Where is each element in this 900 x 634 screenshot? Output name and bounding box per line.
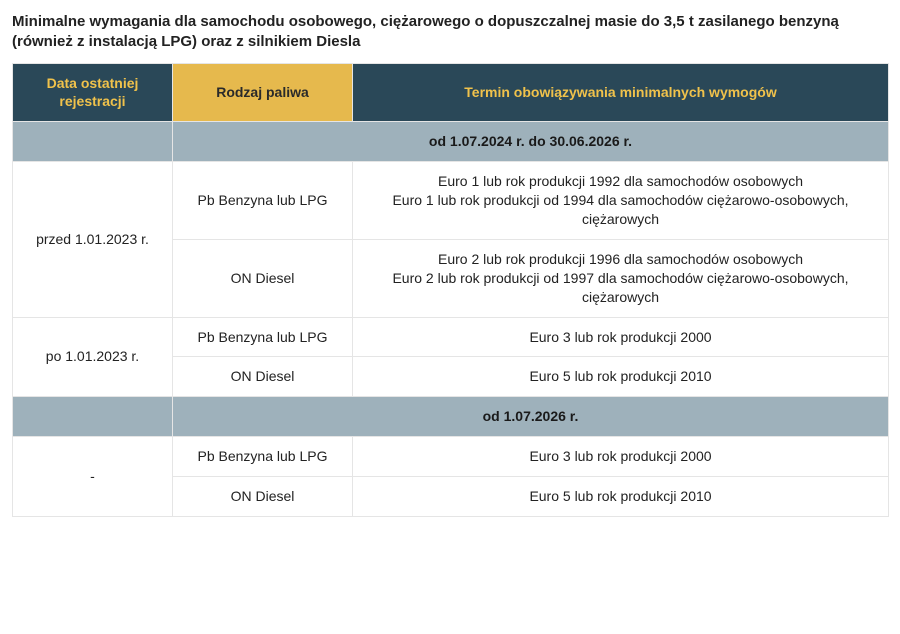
col-header-term: Termin obowiązywania minimalnych wymogów [353,63,889,122]
fuel-cell: Pb Benzyna lub LPG [173,437,353,477]
fuel-cell: ON Diesel [173,477,353,517]
table-row: -Pb Benzyna lub LPGEuro 3 lub rok produk… [13,437,889,477]
page-title: Minimalne wymagania dla samochodu osobow… [12,12,888,53]
requirements-table: Data ostatniej rejestracji Rodzaj paliwa… [12,63,889,517]
table-body: od 1.07.2024 r. do 30.06.2026 r.przed 1.… [13,122,889,517]
col-header-fuel: Rodzaj paliwa [173,63,353,122]
registration-cell: - [13,437,173,517]
requirement-cell: Euro 5 lub rok produkcji 2010 [353,477,889,517]
requirement-cell: Euro 2 lub rok produkcji 1996 dla samoch… [353,239,889,317]
period-label: od 1.07.2026 r. [173,397,889,437]
requirement-cell: Euro 5 lub rok produkcji 2010 [353,357,889,397]
registration-cell: przed 1.01.2023 r. [13,162,173,317]
registration-cell: po 1.01.2023 r. [13,317,173,397]
requirement-cell: Euro 1 lub rok produkcji 1992 dla samoch… [353,162,889,240]
col-header-registration: Data ostatniej rejestracji [13,63,173,122]
requirement-cell: Euro 3 lub rok produkcji 2000 [353,317,889,357]
fuel-cell: Pb Benzyna lub LPG [173,317,353,357]
fuel-cell: Pb Benzyna lub LPG [173,162,353,240]
period-band-row: od 1.07.2024 r. do 30.06.2026 r. [13,122,889,162]
table-row: po 1.01.2023 r.Pb Benzyna lub LPGEuro 3 … [13,317,889,357]
requirement-cell: Euro 3 lub rok produkcji 2000 [353,437,889,477]
period-band-blank [13,397,173,437]
period-band-row: od 1.07.2026 r. [13,397,889,437]
period-label: od 1.07.2024 r. do 30.06.2026 r. [173,122,889,162]
fuel-cell: ON Diesel [173,357,353,397]
fuel-cell: ON Diesel [173,239,353,317]
period-band-blank [13,122,173,162]
table-row: przed 1.01.2023 r.Pb Benzyna lub LPGEuro… [13,162,889,240]
table-header-row: Data ostatniej rejestracji Rodzaj paliwa… [13,63,889,122]
